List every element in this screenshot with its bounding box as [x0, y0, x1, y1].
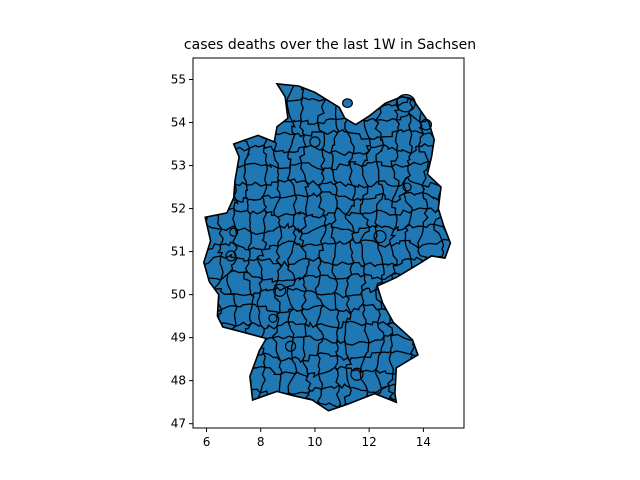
germany-district-map: [202, 82, 452, 412]
map-title: cases deaths over the last 1W in Sachsen: [184, 37, 476, 53]
x-tick-label: 12: [362, 435, 377, 449]
y-tick-label: 54: [171, 116, 186, 130]
island-1: [341, 98, 353, 109]
district-borders: [203, 83, 451, 411]
germany-landmass: [203, 83, 451, 411]
y-tick-label: 50: [171, 288, 186, 302]
y-tick-label: 53: [171, 159, 186, 173]
y-tick-label: 51: [171, 245, 186, 259]
x-tick-label: 14: [416, 435, 431, 449]
y-tick-label: 52: [171, 202, 186, 216]
y-tick-label: 47: [171, 417, 186, 431]
x-axis: 6 8 10 12 14: [203, 428, 431, 449]
y-axis: 47 48 49 50 51 52 53 54 55: [171, 73, 193, 431]
x-tick-label: 6: [203, 435, 211, 449]
x-tick-label: 8: [257, 435, 265, 449]
x-tick-label: 10: [307, 435, 322, 449]
germany-outline: [202, 82, 452, 412]
y-tick-label: 55: [171, 73, 186, 87]
y-tick-label: 48: [171, 374, 186, 388]
y-tick-label: 49: [171, 331, 186, 345]
plot-frame: [192, 57, 465, 429]
